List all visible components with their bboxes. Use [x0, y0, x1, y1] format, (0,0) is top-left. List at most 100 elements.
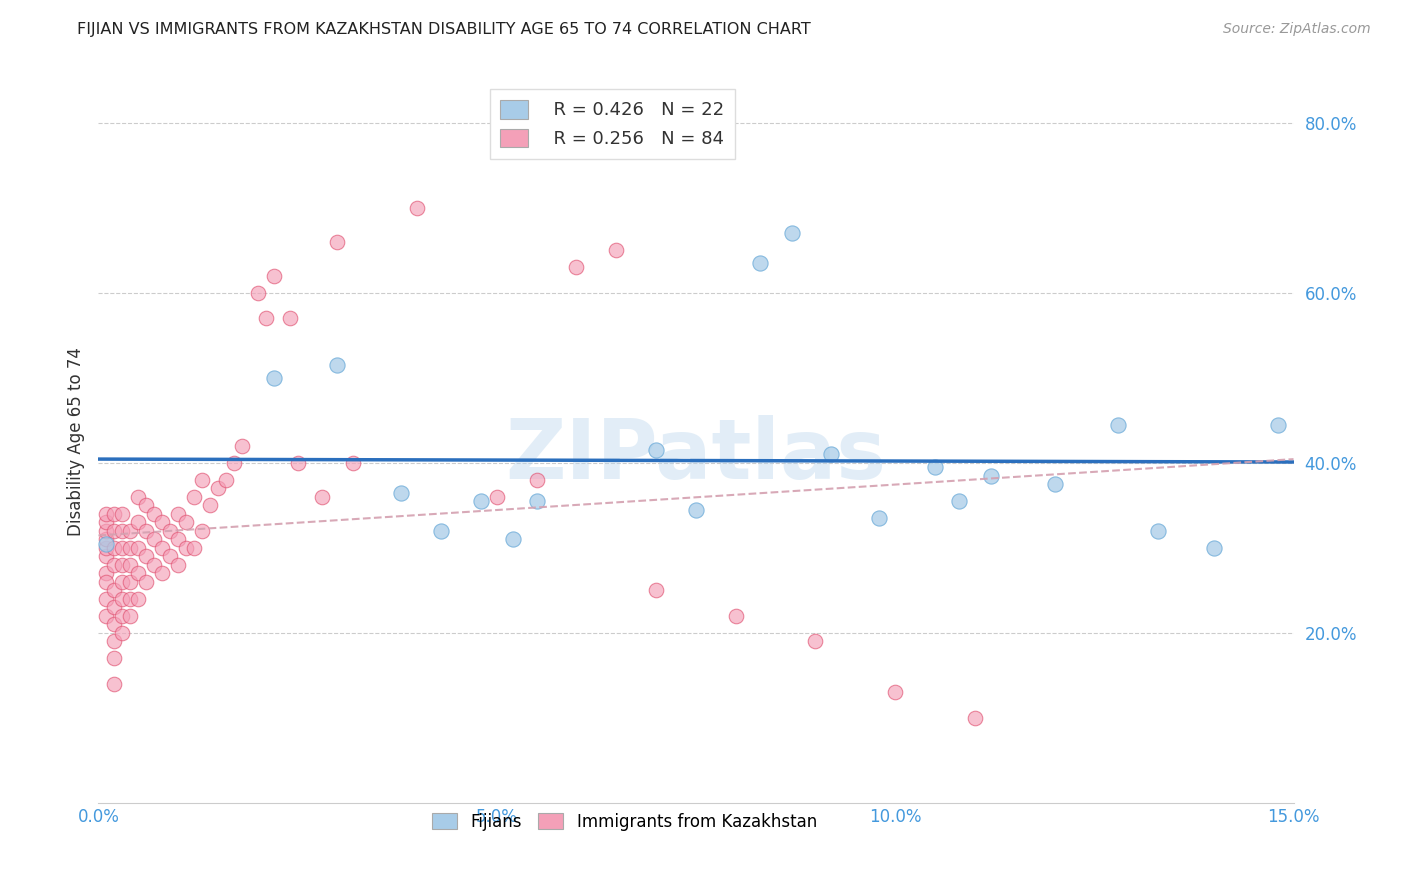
- Point: [406, 201, 429, 215]
- Point: [963, 711, 986, 725]
- Point: [135, 574, 157, 589]
- Point: [135, 549, 157, 564]
- Point: [389, 485, 412, 500]
- Point: [287, 456, 309, 470]
- Point: [127, 516, 149, 530]
- Point: [167, 533, 190, 547]
- Point: [222, 456, 245, 470]
- Point: [96, 524, 118, 538]
- Point: [470, 494, 492, 508]
- Point: [96, 516, 118, 530]
- Point: [127, 490, 149, 504]
- Point: [120, 558, 142, 572]
- Point: [120, 591, 142, 606]
- Point: [215, 473, 238, 487]
- Point: [127, 566, 149, 581]
- Point: [207, 481, 229, 495]
- Point: [103, 507, 125, 521]
- Point: [198, 498, 221, 512]
- Point: [96, 533, 118, 547]
- Point: [980, 468, 1002, 483]
- Point: [430, 524, 453, 538]
- Point: [231, 439, 253, 453]
- Point: [103, 558, 125, 572]
- Point: [174, 541, 197, 555]
- Point: [685, 502, 707, 516]
- Point: [111, 608, 134, 623]
- Point: [645, 583, 668, 598]
- Point: [159, 549, 181, 564]
- Point: [502, 533, 524, 547]
- Point: [263, 371, 285, 385]
- Point: [724, 608, 747, 623]
- Point: [924, 460, 946, 475]
- Text: FIJIAN VS IMMIGRANTS FROM KAZAKHSTAN DISABILITY AGE 65 TO 74 CORRELATION CHART: FIJIAN VS IMMIGRANTS FROM KAZAKHSTAN DIS…: [77, 22, 811, 37]
- Point: [342, 456, 364, 470]
- Point: [191, 473, 214, 487]
- Point: [103, 524, 125, 538]
- Point: [167, 558, 190, 572]
- Point: [526, 494, 548, 508]
- Point: [111, 507, 134, 521]
- Point: [263, 268, 285, 283]
- Point: [174, 516, 197, 530]
- Point: [143, 533, 166, 547]
- Point: [96, 549, 118, 564]
- Point: [96, 574, 118, 589]
- Point: [103, 583, 125, 598]
- Point: [111, 625, 134, 640]
- Point: [120, 608, 142, 623]
- Point: [868, 511, 890, 525]
- Point: [96, 507, 118, 521]
- Point: [1107, 417, 1129, 432]
- Point: [526, 473, 548, 487]
- Point: [1147, 524, 1170, 538]
- Point: [111, 591, 134, 606]
- Point: [485, 490, 508, 504]
- Y-axis label: Disability Age 65 to 74: Disability Age 65 to 74: [66, 347, 84, 536]
- Point: [1043, 477, 1066, 491]
- Point: [143, 507, 166, 521]
- Point: [120, 524, 142, 538]
- Point: [103, 600, 125, 615]
- Point: [605, 244, 627, 258]
- Point: [645, 443, 668, 458]
- Point: [96, 608, 118, 623]
- Point: [127, 591, 149, 606]
- Point: [948, 494, 970, 508]
- Legend: Fijians, Immigrants from Kazakhstan: Fijians, Immigrants from Kazakhstan: [425, 806, 824, 838]
- Point: [254, 311, 277, 326]
- Point: [150, 516, 173, 530]
- Point: [103, 541, 125, 555]
- Point: [167, 507, 190, 521]
- Point: [565, 260, 588, 275]
- Point: [326, 358, 349, 372]
- Point: [804, 634, 827, 648]
- Point: [96, 541, 118, 555]
- Point: [780, 227, 803, 241]
- Point: [311, 490, 333, 504]
- Point: [1267, 417, 1289, 432]
- Point: [326, 235, 349, 249]
- Point: [143, 558, 166, 572]
- Point: [111, 574, 134, 589]
- Point: [120, 574, 142, 589]
- Point: [111, 541, 134, 555]
- Point: [159, 524, 181, 538]
- Point: [1202, 541, 1225, 555]
- Point: [278, 311, 301, 326]
- Point: [183, 541, 205, 555]
- Point: [127, 541, 149, 555]
- Point: [103, 617, 125, 632]
- Point: [96, 591, 118, 606]
- Point: [884, 685, 907, 699]
- Point: [246, 285, 269, 300]
- Point: [183, 490, 205, 504]
- Point: [191, 524, 214, 538]
- Point: [120, 541, 142, 555]
- Point: [150, 541, 173, 555]
- Text: Source: ZipAtlas.com: Source: ZipAtlas.com: [1223, 22, 1371, 37]
- Point: [103, 677, 125, 691]
- Point: [96, 566, 118, 581]
- Point: [96, 536, 118, 550]
